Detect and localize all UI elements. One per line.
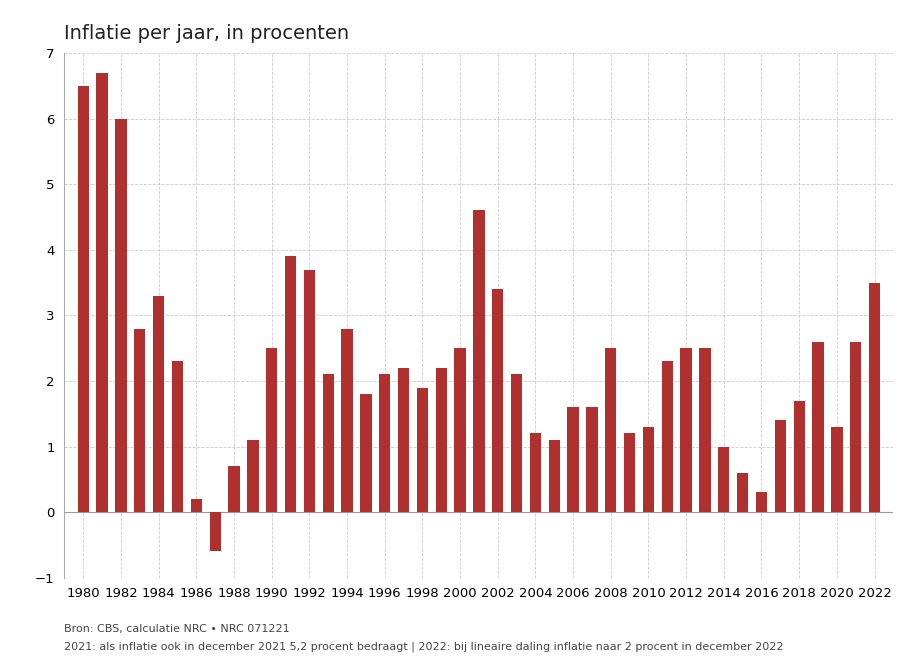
Bar (153, 295, 164, 512)
Bar (624, 434, 635, 512)
Bar (191, 499, 202, 512)
Bar (831, 427, 843, 512)
Bar (812, 341, 823, 512)
Bar (77, 86, 89, 512)
Bar (97, 73, 108, 512)
Bar (718, 446, 729, 512)
Bar (304, 270, 315, 512)
Bar (115, 119, 127, 512)
Bar (794, 400, 805, 512)
Bar (492, 290, 504, 512)
Bar (661, 361, 673, 512)
Bar (209, 512, 221, 551)
Bar (285, 256, 297, 512)
Bar (850, 341, 861, 512)
Bar (530, 434, 541, 512)
Bar (247, 440, 259, 512)
Bar (473, 210, 484, 512)
Bar (417, 388, 428, 512)
Bar (436, 368, 447, 512)
Bar (549, 440, 560, 512)
Bar (605, 348, 616, 512)
Bar (454, 348, 466, 512)
Bar (322, 374, 333, 512)
Bar (134, 329, 146, 512)
Bar (681, 348, 692, 512)
Bar (379, 374, 391, 512)
Bar (775, 420, 786, 512)
Text: Bron: CBS, calculatie NRC • NRC 071221: Bron: CBS, calculatie NRC • NRC 071221 (64, 624, 290, 634)
Bar (266, 348, 277, 512)
Bar (511, 374, 522, 512)
Bar (643, 427, 654, 512)
Bar (587, 407, 598, 512)
Bar (342, 329, 353, 512)
Bar (869, 283, 880, 512)
Bar (699, 348, 711, 512)
Bar (398, 368, 409, 512)
Bar (737, 473, 748, 512)
Text: Inflatie per jaar, in procenten: Inflatie per jaar, in procenten (64, 24, 350, 43)
Bar (172, 361, 183, 512)
Bar (567, 407, 578, 512)
Bar (360, 394, 371, 512)
Bar (756, 493, 767, 512)
Bar (228, 466, 239, 512)
Text: 2021: als inflatie ook in december 2021 5,2 procent bedraagt | 2022: bij lineair: 2021: als inflatie ook in december 2021 … (64, 641, 784, 652)
